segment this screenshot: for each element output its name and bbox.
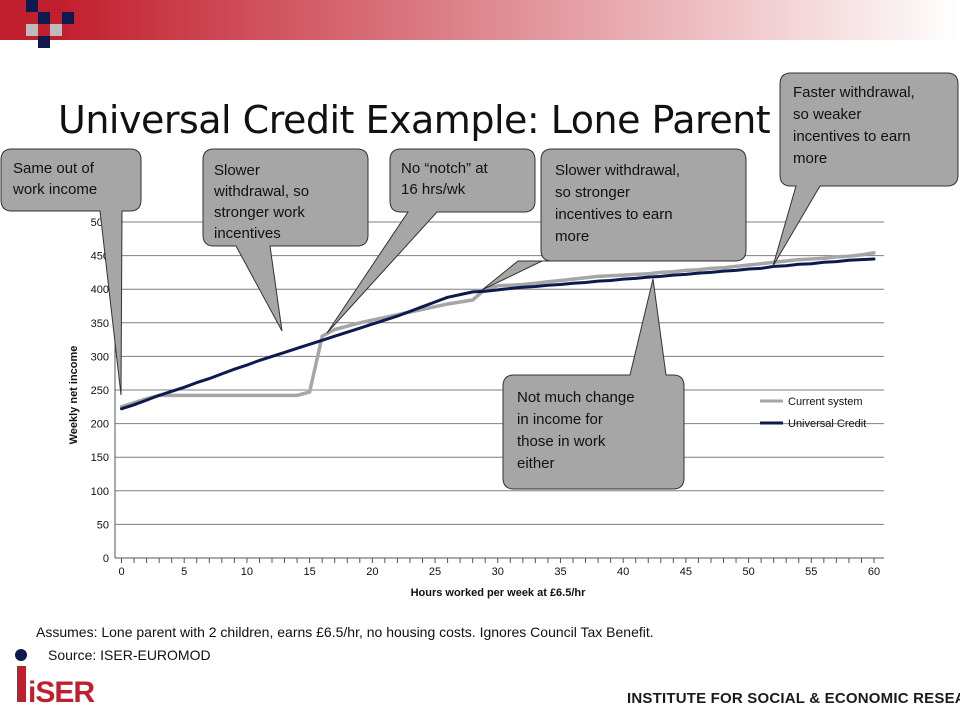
x-tick-label: 10 <box>241 566 253 578</box>
logo-checker-pattern <box>14 0 74 48</box>
x-tick-label: 20 <box>366 566 378 578</box>
callout-line: so weaker <box>793 106 861 123</box>
y-tick-label: 50 <box>97 519 109 531</box>
callout-line: Slower <box>214 162 260 179</box>
y-tick-label: 400 <box>91 284 109 296</box>
x-tick-label: 15 <box>304 566 316 578</box>
callout-line: more <box>555 228 589 245</box>
callout-line: No “notch” at <box>401 160 489 177</box>
y-tick-label: 250 <box>91 385 109 397</box>
x-tick-label: 0 <box>118 566 124 578</box>
logo-bar <box>17 666 26 702</box>
callout-shape <box>202 148 369 332</box>
callout-line: so stronger <box>555 184 630 201</box>
callout-line: incentives <box>214 225 281 242</box>
y-tick-label: 150 <box>91 452 109 464</box>
callout-line: withdrawal, so <box>213 183 309 200</box>
callout-line: incentives to earn <box>793 128 911 145</box>
y-tick-label: 300 <box>91 351 109 363</box>
callout-shape <box>0 148 142 396</box>
slide-title: Universal Credit Example: Lone Parent <box>58 98 771 142</box>
callout-slower-withdrawal-2: Slower withdrawal, so stronger incentive… <box>481 148 747 291</box>
y-tick-label: 350 <box>91 318 109 330</box>
callout-shape <box>502 278 685 490</box>
y-tick-label: 100 <box>91 486 109 498</box>
legend-label-current-system: Current system <box>788 396 863 408</box>
callout-shape <box>326 148 536 334</box>
x-tick-label: 40 <box>617 566 629 578</box>
callout-line: more <box>793 150 827 167</box>
callout-line: Slower withdrawal, <box>555 162 680 179</box>
x-tick-label: 50 <box>742 566 754 578</box>
x-tick-label: 5 <box>181 566 187 578</box>
x-tick-label: 55 <box>805 566 817 578</box>
series-line-current-system <box>119 251 876 409</box>
callout-line: Faster withdrawal, <box>793 84 915 101</box>
callout-no-notch: No “notch” at 16 hrs/wk <box>326 148 536 334</box>
callout-line: 16 hrs/wk <box>401 181 466 198</box>
callout-line: either <box>517 455 555 472</box>
callout-shape <box>772 72 959 267</box>
logo-dot <box>15 649 27 661</box>
callout-line: in income for <box>517 411 603 428</box>
callout-line: Same out of <box>13 160 95 177</box>
x-tick-label: 30 <box>492 566 504 578</box>
x-tick-label: 25 <box>429 566 441 578</box>
callout-slower-withdrawal-1: Slower withdrawal, so stronger work ince… <box>202 148 369 332</box>
callout-same-out-of-work: Same out of work income <box>0 148 142 396</box>
x-axis-title: Hours worked per week at £6.5/hr <box>411 587 587 599</box>
x-tick-label: 35 <box>554 566 566 578</box>
iser-logo: iSER <box>15 649 96 708</box>
assumptions-note: Assumes: Lone parent with 2 children, ea… <box>36 624 654 640</box>
header-gradient-bar <box>0 0 960 40</box>
y-tick-label: 0 <box>103 553 109 565</box>
source-note: Source: ISER-EUROMOD <box>48 647 211 663</box>
callout-not-much-change: Not much change in income for those in w… <box>502 278 685 490</box>
callout-line: stronger work <box>214 204 305 221</box>
x-tick-label: 60 <box>868 566 880 578</box>
logo-text: iSER <box>28 676 95 708</box>
chart-legend: Current system Universal Credit <box>760 396 866 430</box>
y-axis-title: Weekly net income <box>68 346 80 445</box>
institute-name: INSTITUTE FOR SOCIAL & ECONOMIC RESEARCH <box>627 690 960 707</box>
x-tick-label: 45 <box>680 566 692 578</box>
callout-shape <box>481 148 747 291</box>
callout-line: incentives to earn <box>555 206 673 223</box>
y-tick-label: 200 <box>91 419 109 431</box>
callout-line: work income <box>12 181 97 198</box>
legend-label-universal-credit: Universal Credit <box>788 418 866 430</box>
callout-line: those in work <box>517 433 606 450</box>
callout-faster-withdrawal: Faster withdrawal, so weaker incentives … <box>772 72 959 267</box>
series-line-universal-credit <box>120 257 876 411</box>
callout-line: Not much change <box>517 389 635 406</box>
